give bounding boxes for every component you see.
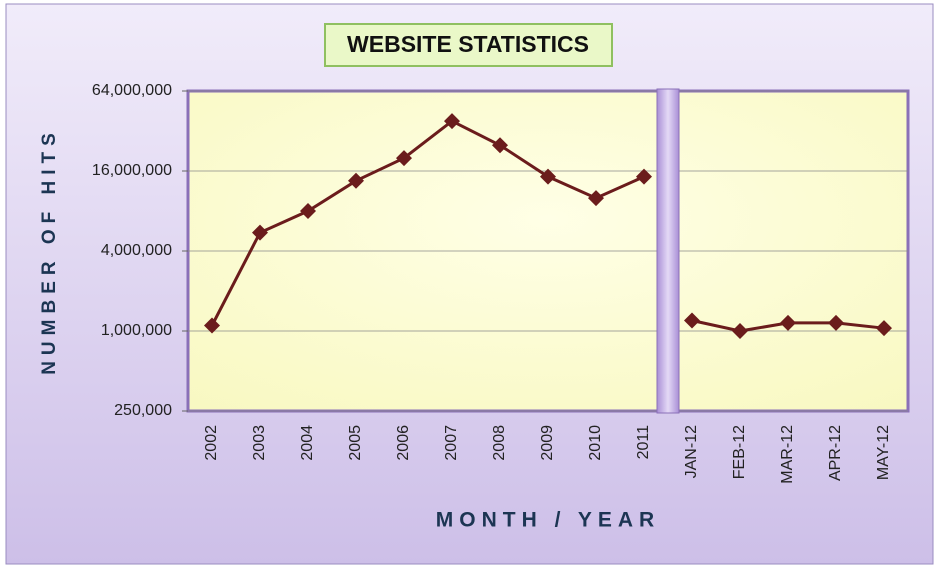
x-tick-label: 2004 <box>299 425 316 461</box>
title-box <box>324 23 613 67</box>
y-tick-label: 4,000,000 <box>101 242 172 259</box>
marker <box>684 312 700 329</box>
marker <box>204 317 220 334</box>
chart-title: WEBSITE STATISTICS <box>347 31 589 57</box>
y-axis-title: NUMBER OF HITS <box>39 127 60 375</box>
marker <box>396 150 412 167</box>
y-tick-label: 250,000 <box>114 402 172 419</box>
y-tick-label: 16,000,000 <box>92 162 172 179</box>
x-tick-label: 2011 <box>635 425 652 460</box>
divider <box>656 88 680 414</box>
x-tick-label: JAN-12 <box>683 425 700 478</box>
marker <box>444 113 460 130</box>
x-tick-label: 2009 <box>539 425 556 461</box>
x-tick-label: 2005 <box>347 425 364 461</box>
x-tick-label: APR-12 <box>827 425 844 481</box>
x-tick-label: 2003 <box>251 425 268 461</box>
x-tick-label: MAR-12 <box>779 425 796 484</box>
x-tick-label: 2010 <box>587 425 604 461</box>
x-tick-label: MAY-12 <box>875 425 892 480</box>
marker <box>588 190 604 207</box>
x-tick-label: 2006 <box>395 425 412 461</box>
y-tick-label: 1,000,000 <box>101 322 172 339</box>
x-axis-title: MONTH / YEAR <box>436 509 660 532</box>
marker <box>780 314 796 331</box>
marker <box>492 137 508 154</box>
marker <box>540 168 556 185</box>
marker <box>252 224 268 241</box>
marker <box>828 314 844 331</box>
x-tick-label: FEB-12 <box>731 425 748 479</box>
x-tick-label: 2008 <box>491 425 508 461</box>
y-tick-label: 64,000,000 <box>92 82 172 99</box>
x-tick-label: 2002 <box>203 425 220 461</box>
marker <box>732 323 748 339</box>
marker <box>348 172 364 189</box>
marker <box>636 168 652 185</box>
marker <box>300 203 316 219</box>
marker <box>876 320 892 337</box>
x-tick-label: 2007 <box>443 425 460 461</box>
